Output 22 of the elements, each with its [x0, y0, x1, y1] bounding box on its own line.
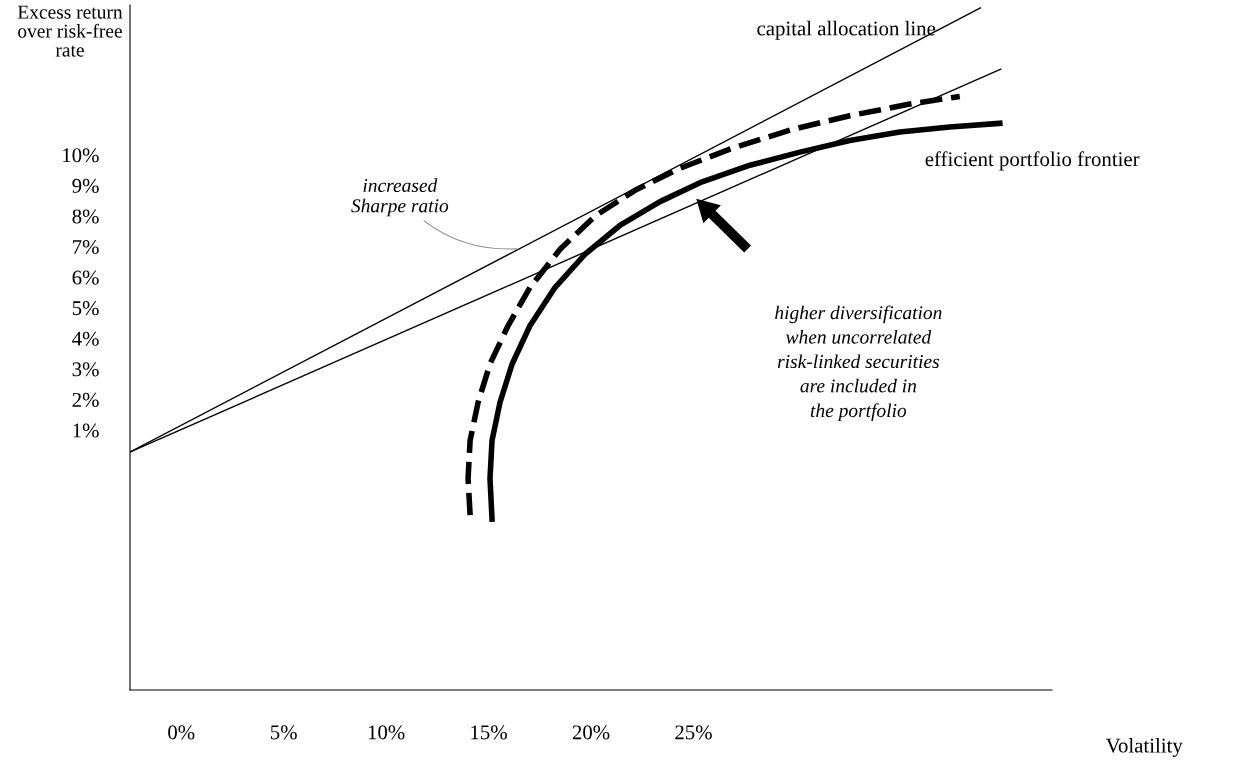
y-tick-label: 8% [72, 209, 99, 224]
x-tick-label: 20% [572, 725, 610, 740]
y-tick-label: 5% [72, 301, 99, 316]
y-tick-label: 3% [72, 362, 99, 377]
y-tick-label: 1% [73, 423, 99, 438]
y-axis-title: Excess return over risk-free rate [17, 5, 123, 57]
y-tick-label: 10% [63, 148, 99, 163]
x-tick-label: 5% [270, 725, 297, 740]
annotation: increased Sharpe ratio [351, 178, 449, 217]
x-tick-label: 10% [368, 725, 405, 740]
y-tick-label: 2% [72, 392, 99, 407]
x-axis-title: Volatility [1105, 737, 1183, 757]
x-tick-label: 15% [471, 725, 507, 740]
y-tick-label: 7% [73, 239, 99, 255]
y-tick-label: 9% [72, 178, 99, 193]
series-label: capital allocation line [757, 20, 936, 40]
y-tick-label: 6% [72, 270, 99, 285]
x-tick-label: 25% [675, 725, 712, 740]
series-label: efficient portfolio frontier [925, 151, 1140, 171]
x-tick-label: 0% [168, 725, 195, 740]
annotation: higher diversification when uncorrelated risk-linked securities are included in the portfolio [775, 305, 942, 422]
y-tick-label: 4% [72, 331, 99, 346]
